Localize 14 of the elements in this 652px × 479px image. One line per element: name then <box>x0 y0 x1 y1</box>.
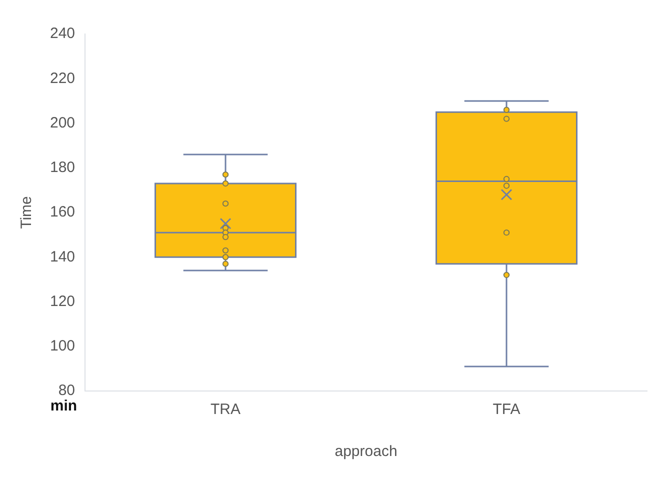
y-axis-title: Time <box>18 196 36 229</box>
y-tick-label: 100 <box>50 338 76 355</box>
y-tick-label: 120 <box>50 292 76 310</box>
y-tick-label: 140 <box>50 248 76 266</box>
x-axis-title: approach <box>334 443 398 460</box>
x-tick-label: TFA <box>492 401 520 418</box>
text: min <box>50 398 78 415</box>
y-tick-label: 80 <box>58 382 76 400</box>
x-tick-label: TRA <box>210 401 241 418</box>
y-tick-label: 180 <box>50 159 76 176</box>
y-tick-label: 200 <box>50 114 76 132</box>
y-tick-label: 240 <box>50 25 76 42</box>
y-tick-label: 160 <box>50 204 76 221</box>
y-tick-label: 220 <box>50 70 76 87</box>
